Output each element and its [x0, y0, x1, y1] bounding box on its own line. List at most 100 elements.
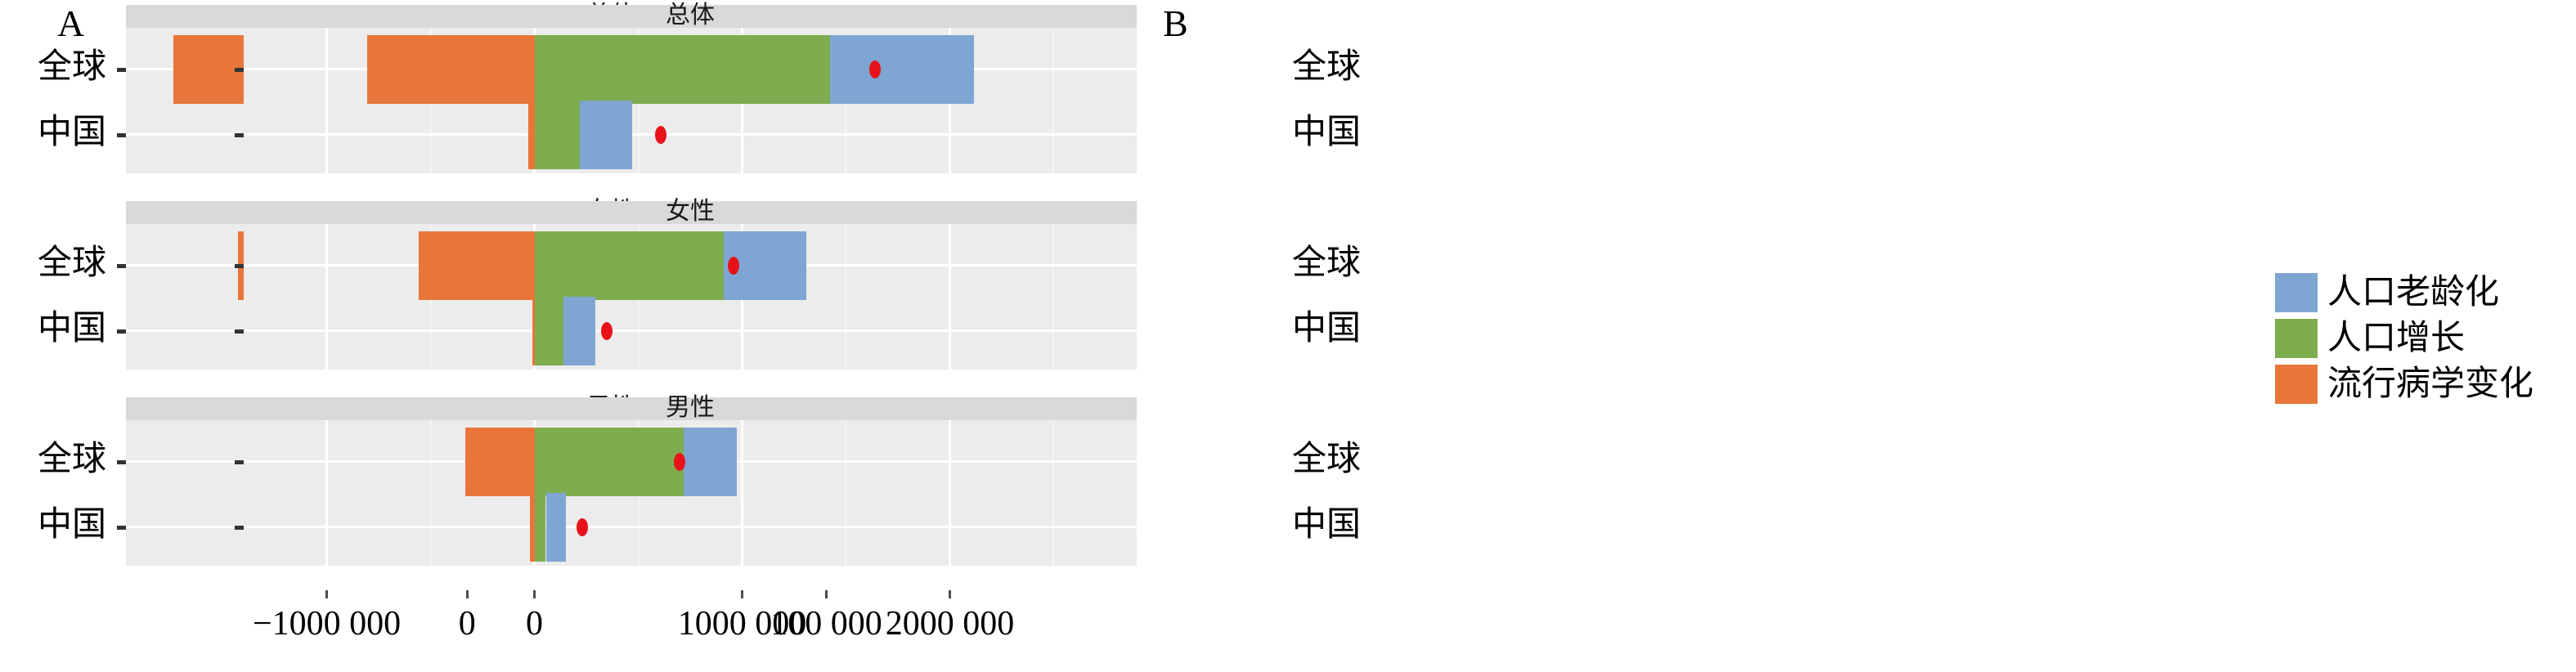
bar-segment-epidemiological[interactable] — [464, 427, 535, 496]
facet-strip-label: 女性 — [244, 198, 1137, 225]
gridline-minor — [1052, 420, 1055, 566]
y-axis-label-中国: 中国 — [37, 309, 106, 347]
bar-segment-growth[interactable] — [534, 100, 581, 169]
legend-key-epidemiological — [2275, 365, 2318, 404]
y-axis-tick — [235, 329, 244, 334]
legend-item-epidemiological[interactable]: 流行病学变化 — [2275, 361, 2533, 407]
legend-key-growth — [2275, 319, 2318, 358]
y-axis-tick — [235, 263, 244, 268]
x-axis-tick — [325, 590, 329, 598]
bar-全球[interactable] — [244, 34, 1137, 104]
bar-segment-aging[interactable] — [580, 100, 632, 169]
bar-segment-growth[interactable] — [534, 34, 831, 104]
facet-b-2: 男性 — [244, 394, 1137, 566]
y-axis-tick — [117, 459, 126, 464]
bar-中国[interactable] — [244, 492, 1137, 562]
bar-segment-growth[interactable] — [534, 231, 724, 300]
y-axis-label-中国: 中国 — [1291, 113, 1361, 151]
gridline-major — [948, 224, 951, 370]
x-axis-tick — [948, 590, 951, 598]
bar-中国[interactable] — [244, 100, 1137, 169]
x-axis-tick-label: 100 000 — [770, 605, 882, 643]
plot-area — [244, 28, 1137, 173]
y-axis-tick — [117, 132, 126, 137]
net-change-point[interactable] — [674, 452, 686, 471]
facet-b-0: 总体 — [244, 2, 1137, 173]
legend-key-aging — [2275, 273, 2318, 312]
x-axis-tick — [741, 590, 743, 598]
facet-strip-label: 总体 — [244, 2, 1137, 29]
bar-segment-aging[interactable] — [545, 492, 566, 562]
y-axis-tick — [235, 132, 244, 137]
net-change-point[interactable] — [576, 517, 588, 536]
bar-segment-epidemiological[interactable] — [530, 492, 535, 562]
y-axis-tick — [235, 525, 244, 530]
bar-中国[interactable] — [244, 296, 1137, 365]
y-axis-tick — [117, 67, 126, 72]
legend-item-aging[interactable]: 人口老龄化 — [2275, 270, 2533, 316]
x-axis-tick — [533, 590, 536, 598]
y-axis-label-中国: 中国 — [1291, 309, 1361, 347]
bar-segment-growth[interactable] — [534, 296, 564, 365]
y-axis-label-中国: 中国 — [1291, 505, 1361, 544]
bar-segment-epidemiological[interactable] — [367, 34, 535, 104]
gridline-major — [740, 420, 743, 566]
net-change-point[interactable] — [655, 125, 667, 144]
bar-segment-epidemiological[interactable] — [419, 231, 535, 300]
facet-strip-label: 男性 — [244, 394, 1137, 421]
y-axis-label-全球: 全球 — [1291, 244, 1361, 282]
plot-area — [244, 420, 1137, 566]
legend-item-growth[interactable]: 人口增长 — [2275, 316, 2533, 361]
gridline-horizontal — [244, 329, 1137, 333]
y-axis-label-全球: 全球 — [1291, 47, 1361, 86]
gridline-major — [325, 224, 329, 370]
y-axis-tick — [117, 525, 126, 530]
y-axis-label-全球: 全球 — [37, 440, 106, 478]
gridline-minor — [845, 420, 847, 566]
x-axis-tick — [465, 590, 469, 598]
bar-全球[interactable] — [244, 231, 1137, 300]
facet-strip-text: 总体 — [666, 2, 715, 29]
bar-segment-epidemiological[interactable] — [532, 296, 535, 365]
y-axis-label-全球: 全球 — [37, 244, 106, 282]
legend-label-growth: 人口增长 — [2327, 320, 2466, 357]
bar-segment-aging[interactable] — [830, 34, 974, 104]
bar-segment-growth[interactable] — [534, 492, 546, 562]
x-axis-tick — [825, 590, 828, 598]
y-axis-label-中国: 中国 — [37, 113, 106, 151]
gridline-horizontal — [244, 526, 1137, 529]
bar-segment-growth[interactable] — [534, 427, 684, 496]
facet-strip-text: 女性 — [666, 198, 715, 225]
y-axis-tick — [235, 459, 244, 464]
legend: 人口老龄化 人口增长 流行病学变化 — [2275, 270, 2533, 407]
gridline-major — [325, 420, 329, 566]
plot-area — [244, 224, 1137, 370]
y-axis-tick — [117, 329, 126, 334]
bar-segment-aging[interactable] — [684, 427, 738, 496]
net-change-point[interactable] — [869, 60, 882, 78]
facet-b-1: 女性 — [244, 198, 1137, 370]
bar-全球[interactable] — [244, 427, 1137, 496]
y-axis-label-全球: 全球 — [1291, 440, 1361, 478]
gridline-minor — [429, 420, 432, 566]
x-axis-tick-label: 1000 000 — [677, 605, 807, 643]
x-axis-tick-label: 0 — [458, 605, 476, 643]
gridline-major — [325, 28, 329, 173]
bar-segment-aging[interactable] — [563, 296, 596, 365]
bar-segment-epidemiological[interactable] — [527, 100, 535, 169]
x-axis-tick-label: 0 — [526, 605, 544, 643]
panel-b: B 总体 全球 中国 女性 全球 中国 男性 全球 中国 −1000 000 0 1000 000 20… — [235, 0, 2273, 672]
net-change-point[interactable] — [728, 256, 740, 275]
y-axis-tick — [235, 67, 244, 72]
facet-strip-text: 男性 — [666, 394, 715, 421]
y-axis-label-全球: 全球 — [37, 47, 106, 86]
panel-b-letter: B — [1163, 2, 1188, 44]
gridline-minor — [1052, 224, 1055, 370]
gridline-minor — [845, 224, 847, 370]
y-axis-label-中国: 中国 — [37, 505, 106, 544]
net-change-point[interactable] — [601, 321, 613, 340]
panel-a-letter: A — [57, 2, 85, 44]
x-axis-tick-label: −1000 000 — [253, 605, 402, 643]
gridline-horizontal — [244, 133, 1137, 137]
